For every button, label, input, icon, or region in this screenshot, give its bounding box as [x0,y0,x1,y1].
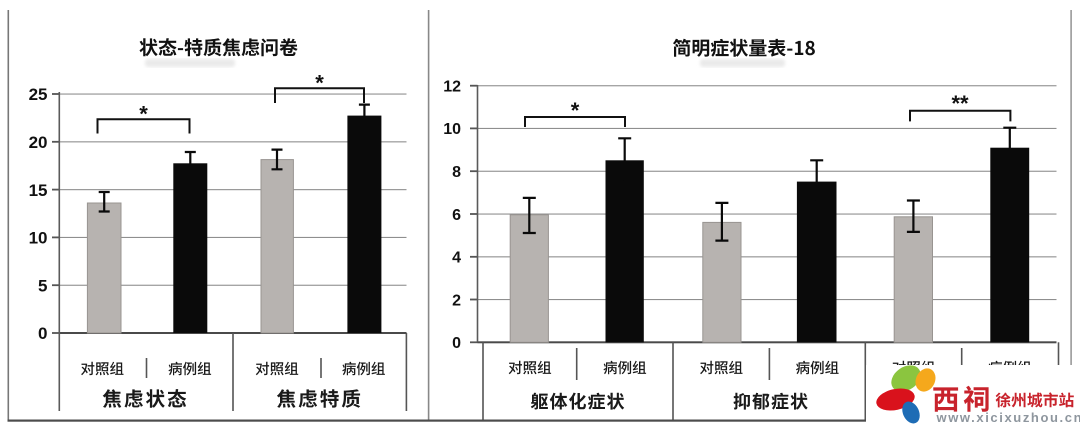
svg-text:0: 0 [38,324,47,343]
svg-text:6: 6 [452,207,461,224]
svg-text:www.xicixuzhou.cn: www.xicixuzhou.cn [936,410,1080,425]
svg-text:4: 4 [452,250,461,267]
svg-text:15: 15 [29,181,48,200]
svg-text:10: 10 [443,121,461,138]
svg-text:*: * [571,98,580,123]
svg-text:10: 10 [29,229,48,248]
svg-text:**: ** [951,91,969,116]
svg-text:5: 5 [38,276,47,295]
svg-text:25: 25 [29,85,48,104]
svg-text:*: * [139,102,148,127]
svg-text:8: 8 [452,164,461,181]
svg-text:0: 0 [452,335,461,352]
svg-text:2: 2 [452,292,461,309]
svg-text:12: 12 [443,79,461,96]
svg-text:20: 20 [29,133,48,152]
svg-text:*: * [315,71,324,96]
